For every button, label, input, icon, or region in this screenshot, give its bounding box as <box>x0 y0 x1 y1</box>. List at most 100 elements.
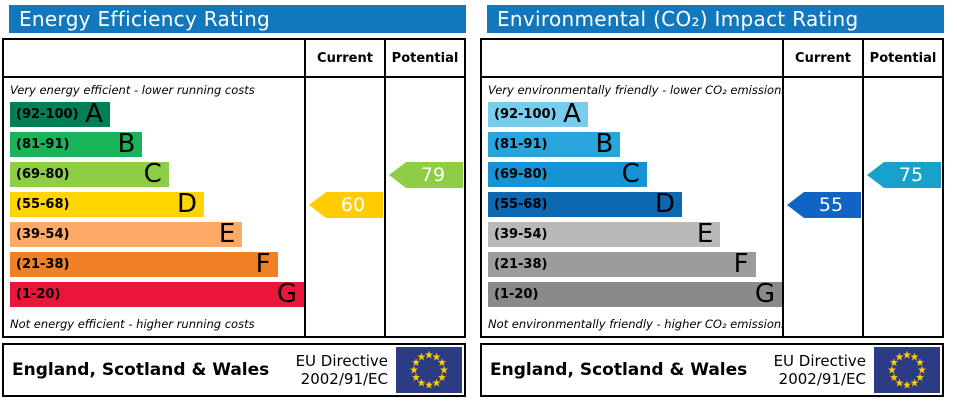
band-range: (39-54) <box>494 227 548 242</box>
band-row-g: (1-20) G <box>10 279 304 309</box>
rating-band-c: (69-80) C <box>488 159 647 189</box>
current-column: 55 <box>782 78 862 336</box>
energy-efficiency-panel: Energy Efficiency Rating Current Potenti… <box>2 5 466 397</box>
band-range: (21-38) <box>494 257 548 272</box>
rating-band-g: (1-20) G <box>10 279 304 309</box>
eu-directive-line2: 2002/91/EC <box>300 370 388 388</box>
band-letter: A <box>563 99 581 129</box>
band-range: (55-68) <box>16 197 70 212</box>
band-letter: C <box>621 159 640 189</box>
band-letter: B <box>117 129 136 159</box>
band-row-a: (92-100) A <box>10 99 304 129</box>
band-row-e: (39-54) E <box>10 219 304 249</box>
rating-band-d: (55-68) D <box>488 189 683 219</box>
column-header-spacer <box>482 40 782 76</box>
band-row-c: (69-80) C <box>10 159 304 189</box>
footer: England, Scotland & Wales EU Directive 2… <box>2 343 466 397</box>
potential-rating-arrow: 79 <box>389 162 463 188</box>
band-letter: G <box>276 279 297 309</box>
rating-band-a: (92-100) A <box>488 99 588 129</box>
panel-title: Energy Efficiency Rating <box>19 7 271 31</box>
band-letter: A <box>85 99 103 129</box>
band-letter: E <box>218 219 236 249</box>
band-range: (55-68) <box>494 197 548 212</box>
band-area: Very energy efficient - lower running co… <box>4 78 304 336</box>
rating-band-b: (81-91) B <box>10 129 143 159</box>
band-range: (81-91) <box>494 137 548 152</box>
eu-directive-line1: EU Directive <box>295 352 388 370</box>
eu-directive-label: EU Directive 2002/91/EC <box>774 352 866 388</box>
region-label: England, Scotland & Wales <box>12 360 270 380</box>
column-header-row: Current Potential <box>4 40 464 78</box>
potential-column-header: Potential <box>384 40 464 76</box>
current-rating-arrow: 60 <box>309 192 383 218</box>
rating-band-e: (39-54) E <box>488 219 721 249</box>
chart-body: Very energy efficient - lower running co… <box>4 78 464 336</box>
eu-directive-line1: EU Directive <box>773 352 866 370</box>
potential-column-header: Potential <box>862 40 942 76</box>
potential-rating-value: 75 <box>898 164 924 186</box>
potential-rating-value: 79 <box>420 164 446 186</box>
current-column-header: Current <box>304 40 384 76</box>
bottom-note: Not energy efficient - higher running co… <box>10 317 255 331</box>
band-range: (92-100) <box>16 107 79 122</box>
band-range: (81-91) <box>16 137 70 152</box>
eu-flag-icon <box>874 347 940 393</box>
band-row-d: (55-68) D <box>488 189 782 219</box>
band-letter: D <box>177 189 198 219</box>
eu-directive-label: EU Directive 2002/91/EC <box>296 352 388 388</box>
band-row-b: (81-91) B <box>488 129 782 159</box>
current-rating-arrow: 55 <box>787 192 861 218</box>
band-row-e: (39-54) E <box>488 219 782 249</box>
bottom-note: Not environmentally friendly - higher CO… <box>488 317 782 331</box>
potential-rating-arrow: 75 <box>867 162 941 188</box>
current-rating-value: 60 <box>340 194 366 216</box>
band-range: (69-80) <box>494 167 548 182</box>
band-row-g: (1-20) G <box>488 279 782 309</box>
rating-band-c: (69-80) C <box>10 159 169 189</box>
band-range: (92-100) <box>494 107 557 122</box>
band-row-d: (55-68) D <box>10 189 304 219</box>
top-note: Very energy efficient - lower running co… <box>10 83 255 97</box>
current-column: 60 <box>304 78 384 336</box>
eu-flag-icon <box>396 347 462 393</box>
band-range: (39-54) <box>16 227 70 242</box>
band-letter: E <box>696 219 714 249</box>
rating-band-d: (55-68) D <box>10 189 205 219</box>
band-range: (1-20) <box>16 287 61 302</box>
band-letter: G <box>754 279 775 309</box>
band-letter: F <box>733 249 749 279</box>
band-range: (21-38) <box>16 257 70 272</box>
footer: England, Scotland & Wales EU Directive 2… <box>480 343 944 397</box>
eu-directive-line2: 2002/91/EC <box>778 370 866 388</box>
band-row-f: (21-38) F <box>488 249 782 279</box>
region-label: England, Scotland & Wales <box>490 360 748 380</box>
panel-title: Environmental (CO₂) Impact Rating <box>497 7 859 31</box>
top-note: Very environmentally friendly - lower CO… <box>488 83 782 97</box>
band-row-f: (21-38) F <box>10 249 304 279</box>
rating-table: Current Potential Very energy efficient … <box>2 38 466 338</box>
band-letter: D <box>655 189 676 219</box>
column-header-row: Current Potential <box>482 40 942 78</box>
rating-band-b: (81-91) B <box>488 129 621 159</box>
potential-column: 79 <box>384 78 464 336</box>
rating-band-a: (92-100) A <box>10 99 110 129</box>
environmental-impact-panel: Environmental (CO₂) Impact Rating Curren… <box>480 5 944 397</box>
rating-band-g: (1-20) G <box>488 279 782 309</box>
current-column-header: Current <box>782 40 862 76</box>
band-letter: C <box>143 159 162 189</box>
rating-band-f: (21-38) F <box>10 249 278 279</box>
rating-band-f: (21-38) F <box>488 249 756 279</box>
band-row-b: (81-91) B <box>10 129 304 159</box>
band-letter: F <box>255 249 271 279</box>
band-range: (1-20) <box>494 287 539 302</box>
current-rating-value: 55 <box>818 194 844 216</box>
band-letter: B <box>595 129 614 159</box>
panel-title-bar: Energy Efficiency Rating <box>9 5 466 33</box>
column-header-spacer <box>4 40 304 76</box>
band-row-c: (69-80) C <box>488 159 782 189</box>
rating-table: Current Potential Very environmentally f… <box>480 38 944 338</box>
band-area: Very environmentally friendly - lower CO… <box>482 78 782 336</box>
chart-body: Very environmentally friendly - lower CO… <box>482 78 942 336</box>
